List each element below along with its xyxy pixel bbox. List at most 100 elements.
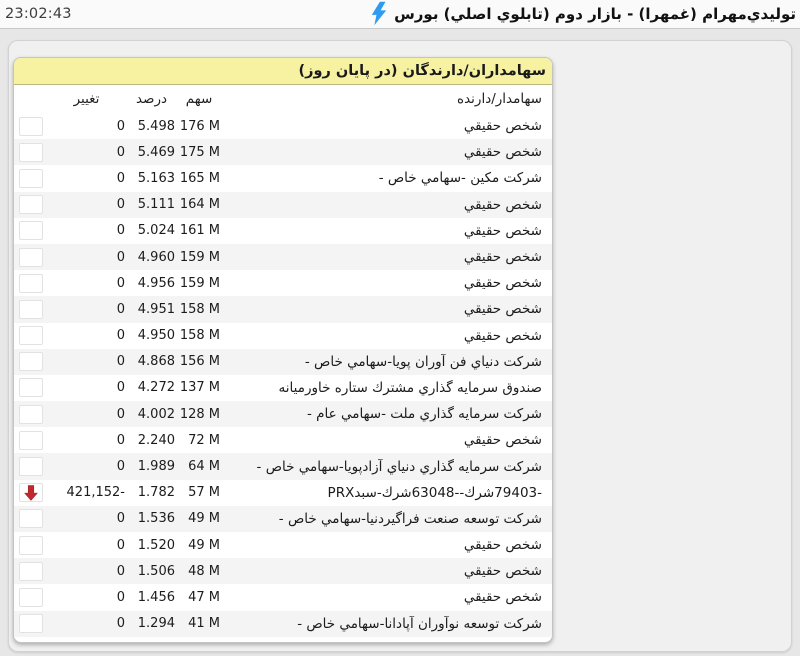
shareholder-name: شخص حقیقي [463, 144, 542, 161]
top-header-bar: 23:02:43 تولیدي‌مهرام (غمهرا) - بازار دو… [0, 0, 800, 29]
change-indicator-cell [14, 587, 48, 607]
change-value: 0 [116, 380, 125, 396]
shareholder-row[interactable]: 0 5.111 164 M شخص حقیقي [14, 191, 552, 218]
shareholder-row[interactable]: 0 5.024 161 M شخص حقیقي [14, 218, 552, 244]
shares-value: 158 M [179, 301, 220, 317]
percent-value: 4.002 [137, 406, 175, 422]
change-indicator-cell [14, 483, 48, 503]
change-value: 0 [116, 197, 125, 213]
change-value: 0 [116, 170, 125, 186]
percent-value: 5.469 [137, 144, 175, 160]
card-title: سهامداران/دارندگان (در پایان روز) [14, 58, 552, 85]
change-value: 0 [116, 144, 125, 160]
change-value: 0 [116, 589, 125, 605]
indicator-box [19, 221, 43, 241]
shares-value: 161 M [179, 223, 220, 239]
indicator-box [19, 273, 43, 293]
shares-value: 159 M [179, 275, 220, 291]
shares-value: 49 M [188, 537, 220, 553]
change-indicator-cell [14, 457, 48, 477]
percent-value: 5.498 [137, 118, 175, 134]
percent-value: 5.111 [137, 197, 175, 213]
shareholder-name: شخص حقیقي [463, 589, 542, 606]
change-indicator-cell [14, 561, 48, 581]
shareholder-row[interactable]: -421,152 1.782 57 M PRX‎سبد‎-شرك‎63048--… [14, 480, 552, 506]
shares-value: 165 M [179, 170, 220, 186]
shares-value: 47 M [188, 589, 220, 605]
change-value: 0 [116, 511, 125, 527]
shareholder-row[interactable]: 0 4.272 137 M صندوق سرمایه گذاري مشترك س… [14, 375, 552, 401]
shareholder-row[interactable]: 0 1.456 47 M شخص حقیقي [14, 584, 552, 610]
shareholder-name: شخص حقیقي [463, 249, 542, 266]
shareholder-name: شرکت سرمایه گذاري ملت -سهامي عام - [307, 406, 542, 423]
shareholder-row[interactable]: 0 1.536 49 M شرکت توسعه صنعت فراگیردنیا-… [14, 505, 552, 532]
shareholder-row[interactable]: 0 4.956 159 M شخص حقیقي [14, 270, 552, 296]
shareholder-row[interactable]: 0 1.294 41 M شرکت توسعه نوآوران آپادانا-… [14, 610, 552, 637]
shares-value: 41 M [188, 616, 220, 632]
change-indicator-cell [14, 299, 48, 319]
percent-value: 4.951 [137, 301, 175, 317]
indicator-box [19, 326, 43, 346]
change-indicator-cell [14, 430, 48, 450]
shareholder-row[interactable]: 0 4.868 156 M شرکت دنیاي فن آوران پویا-س… [14, 348, 552, 375]
percent-value: 1.989 [137, 459, 175, 475]
percent-value: 4.950 [137, 328, 175, 344]
shareholder-row[interactable]: 0 5.163 165 M شرکت مکین -سهامي خاص - [14, 165, 552, 191]
indicator-box [19, 378, 43, 398]
down-arrow-icon [24, 484, 38, 501]
indicator-box [19, 430, 43, 450]
percent-value: 5.024 [137, 223, 175, 239]
change-indicator-cell [14, 273, 48, 293]
change-indicator-cell [14, 509, 48, 529]
shareholder-row[interactable]: 0 4.950 158 M شخص حقیقي [14, 323, 552, 349]
column-header-name: سهامدار/دارنده [457, 91, 542, 107]
instrument-title: تولیدي‌مهرام (غمهرا) - بازار دوم (تابلوي… [394, 5, 796, 23]
indicator-box [19, 457, 43, 477]
indicator-box [19, 195, 43, 215]
shareholder-row[interactable]: 0 4.960 159 M شخص حقیقي [14, 243, 552, 271]
change-indicator-cell [14, 535, 48, 555]
change-indicator-cell [14, 142, 48, 162]
percent-value: 4.960 [137, 249, 175, 265]
shareholder-name: PRX‎سبد‎-شرك‎63048--شرك‎79403- [327, 484, 542, 501]
shareholder-name: شخص حقیقي [463, 118, 542, 135]
shares-value: 159 M [179, 249, 220, 265]
shareholder-row[interactable]: 0 5.469 175 M شخص حقیقي [14, 139, 552, 166]
change-indicator-cell [14, 378, 48, 398]
indicator-box [19, 561, 43, 581]
shareholder-row[interactable]: 0 4.951 158 M شخص حقیقي [14, 296, 552, 323]
change-value: 0 [116, 249, 125, 265]
shareholder-row[interactable]: 0 1.520 49 M شخص حقیقي [14, 532, 552, 558]
shareholder-row[interactable]: 0 5.498 176 M شخص حقیقي [14, 113, 552, 139]
shares-value: 128 M [179, 406, 220, 422]
change-indicator-cell [14, 614, 48, 634]
change-indicator-cell [14, 247, 48, 267]
shares-value: 72 M [188, 432, 220, 448]
shareholder-name: شخص حقیقي [463, 327, 542, 344]
column-header-change: تغییر [73, 91, 100, 107]
shares-value: 156 M [179, 354, 220, 370]
shares-value: 64 M [188, 459, 220, 475]
shares-value: 164 M [179, 197, 220, 213]
shareholder-row[interactable]: 0 2.240 72 M شخص حقیقي [14, 427, 552, 453]
change-value: 0 [116, 301, 125, 317]
shareholder-name: شرکت سرمایه گذاري دنیاي آزادپویا-سهامي خ… [256, 458, 542, 475]
shares-value: 175 M [179, 144, 220, 160]
shareholder-name: شخص حقیقي [463, 275, 542, 292]
change-value: 0 [116, 118, 125, 134]
shares-value: 176 M [179, 118, 220, 134]
change-value: 0 [116, 354, 125, 370]
shareholder-row[interactable]: 0 4.002 128 M شرکت سرمایه گذاري ملت -سها… [14, 401, 552, 428]
change-indicator-cell [14, 326, 48, 346]
change-indicator-cell [14, 195, 48, 215]
change-value: 0 [116, 563, 125, 579]
change-value: 0 [116, 537, 125, 553]
percent-value: 1.506 [137, 563, 175, 579]
shareholder-name: شخص حقیقي [463, 537, 542, 554]
indicator-box [19, 352, 43, 372]
shareholder-row[interactable]: 0 1.506 48 M شخص حقیقي [14, 558, 552, 585]
shareholder-name: شرکت دنیاي فن آوران پویا-سهامي خاص - [304, 353, 542, 370]
indicator-box [19, 299, 43, 319]
shareholder-row[interactable]: 0 1.989 64 M شرکت سرمایه گذاري دنیاي آزا… [14, 453, 552, 480]
change-value: 0 [116, 275, 125, 291]
